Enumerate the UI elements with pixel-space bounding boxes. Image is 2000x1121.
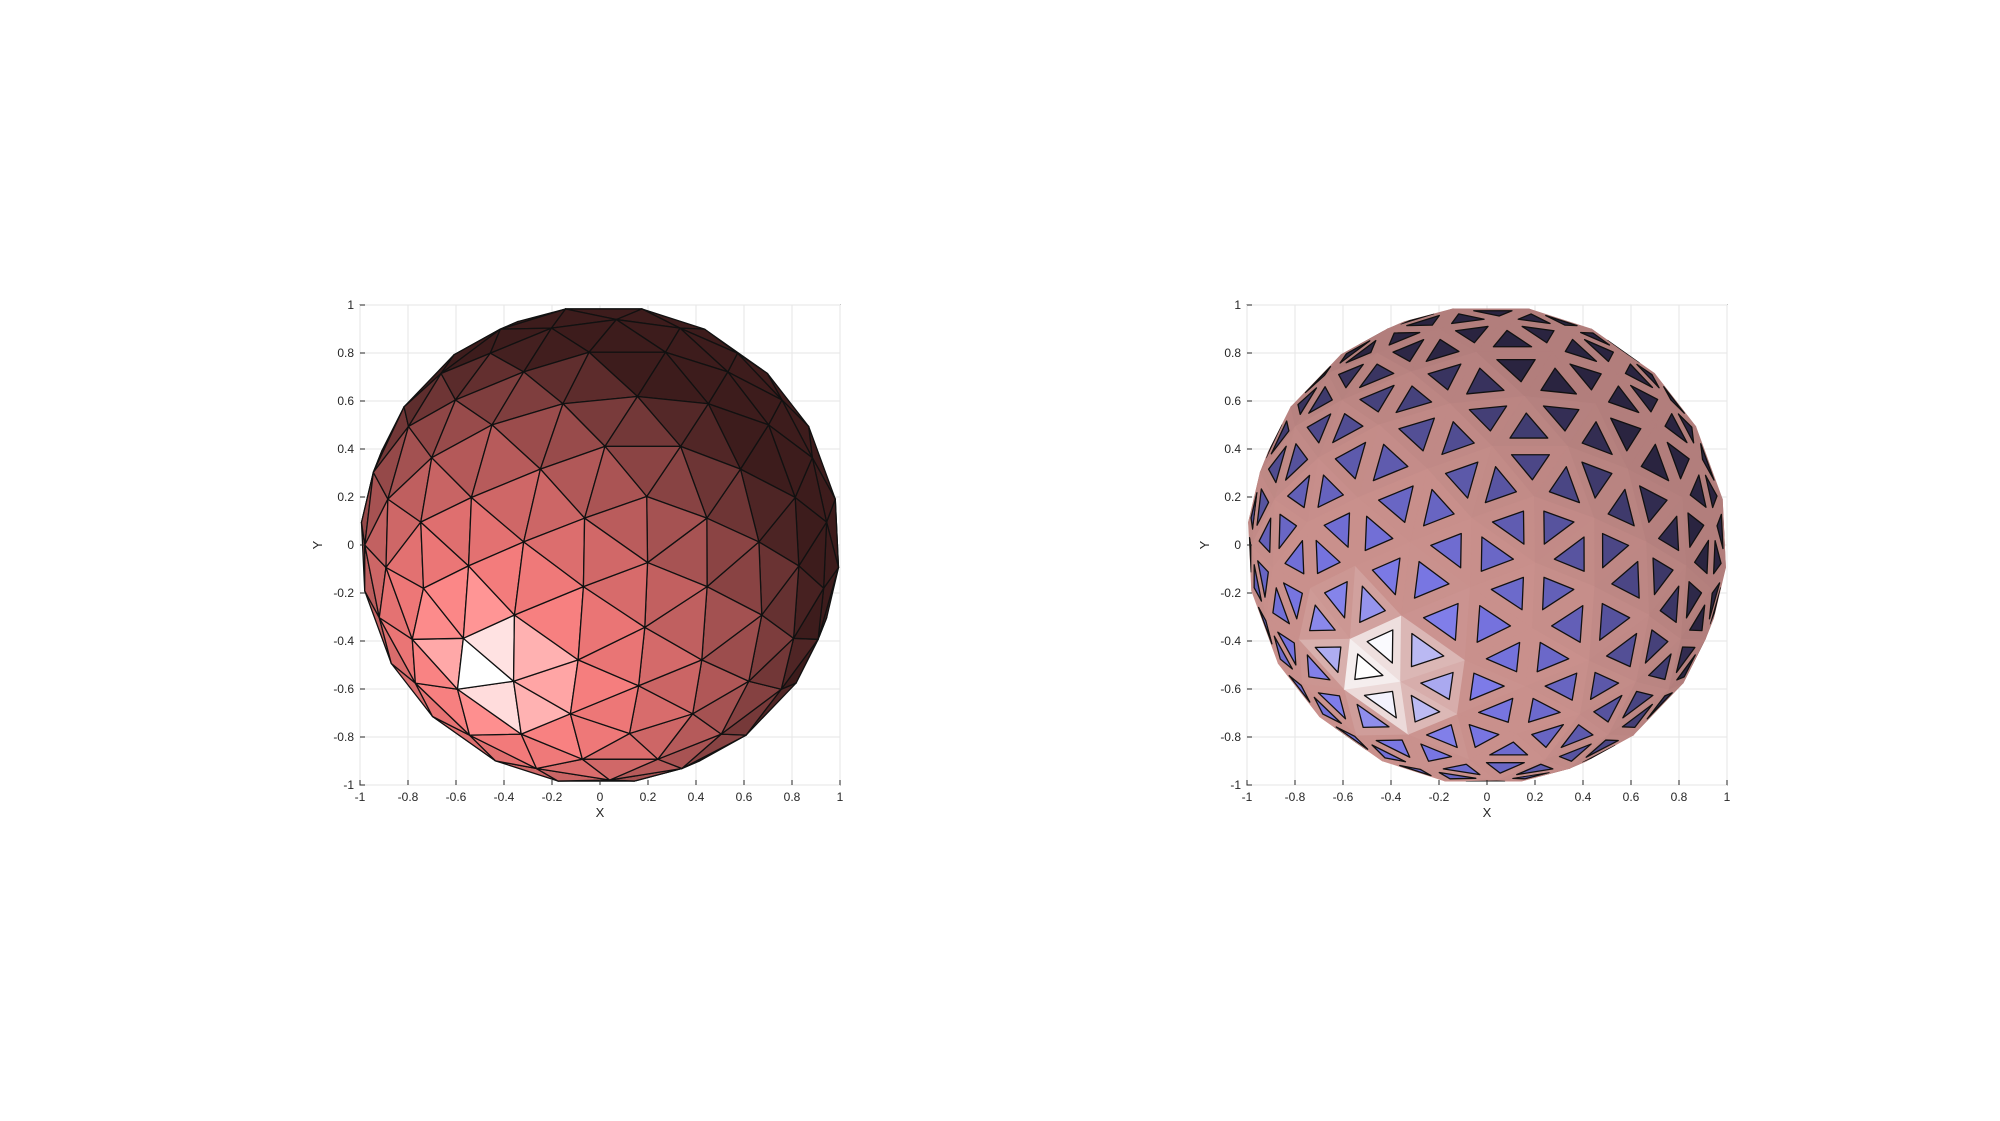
y-tick-label: 0.2 bbox=[1224, 490, 1241, 504]
y-tick-label: -0.2 bbox=[1220, 586, 1241, 600]
y-tick-label: 0 bbox=[347, 538, 354, 552]
y-tick-label: -0.8 bbox=[1220, 730, 1241, 744]
x-tick-label: -0.8 bbox=[398, 790, 419, 804]
right-sphere bbox=[1248, 309, 1725, 781]
x-tick-label: -0.8 bbox=[1285, 790, 1306, 804]
y-tick-label: 0.4 bbox=[337, 442, 354, 456]
y-tick-label: -0.6 bbox=[1220, 682, 1241, 696]
x-tick-label: 0.2 bbox=[640, 790, 657, 804]
y-tick-label: 1 bbox=[347, 298, 354, 312]
y-tick-label: -0.4 bbox=[1220, 634, 1241, 648]
y-tick-label: 0.2 bbox=[337, 490, 354, 504]
x-tick-label: 0 bbox=[1484, 790, 1491, 804]
y-tick-label: 0.6 bbox=[1224, 394, 1241, 408]
y-tick-label: -0.6 bbox=[333, 682, 354, 696]
y-tick-label: -0.4 bbox=[333, 634, 354, 648]
x-tick-label: -0.6 bbox=[446, 790, 467, 804]
x-tick-label: 1 bbox=[1724, 790, 1731, 804]
x-tick-label: 0.4 bbox=[1575, 790, 1592, 804]
y-tick-label: 0.6 bbox=[337, 394, 354, 408]
x-tick-label: 1 bbox=[837, 790, 844, 804]
left-x-label: X bbox=[596, 805, 605, 820]
y-tick-label: -1 bbox=[1230, 778, 1241, 792]
x-tick-label: 0.6 bbox=[1623, 790, 1640, 804]
left-y-label: Y bbox=[310, 540, 325, 549]
right-x-label: X bbox=[1483, 805, 1492, 820]
x-tick-label: -0.4 bbox=[1381, 790, 1402, 804]
left-panel: -1 -0.8 -0.6 -0.4 -0.2 0 0.2 0.4 0.6 0.8 1 1 0.8 0.6… bbox=[310, 298, 844, 820]
right-y-label: Y bbox=[1197, 540, 1212, 549]
x-tick-label: -0.2 bbox=[1429, 790, 1450, 804]
x-tick-label: 0 bbox=[597, 790, 604, 804]
y-tick-label: 1 bbox=[1234, 298, 1241, 312]
y-tick-label: 0.4 bbox=[1224, 442, 1241, 456]
x-tick-label: 0.8 bbox=[1671, 790, 1688, 804]
right-panel: -1 -0.8 -0.6 -0.4 -0.2 0 0.2 0.4 0.6 0.8 1 1 0.8 0.6… bbox=[1197, 298, 1731, 820]
x-tick-label: 0.2 bbox=[1527, 790, 1544, 804]
x-tick-label: -1 bbox=[355, 790, 366, 804]
x-tick-label: -0.6 bbox=[1333, 790, 1354, 804]
y-tick-label: -0.2 bbox=[333, 586, 354, 600]
y-tick-label: 0.8 bbox=[1224, 346, 1241, 360]
x-tick-label: -0.2 bbox=[542, 790, 563, 804]
x-tick-label: 0.6 bbox=[736, 790, 753, 804]
x-tick-label: 0.4 bbox=[688, 790, 705, 804]
x-tick-label: -1 bbox=[1242, 790, 1253, 804]
y-tick-label: 0.8 bbox=[337, 346, 354, 360]
left-sphere bbox=[361, 309, 838, 781]
y-tick-label: -0.8 bbox=[333, 730, 354, 744]
x-tick-label: -0.4 bbox=[494, 790, 515, 804]
x-tick-label: 0.8 bbox=[784, 790, 801, 804]
y-tick-label: 0 bbox=[1234, 538, 1241, 552]
y-tick-label: -1 bbox=[343, 778, 354, 792]
